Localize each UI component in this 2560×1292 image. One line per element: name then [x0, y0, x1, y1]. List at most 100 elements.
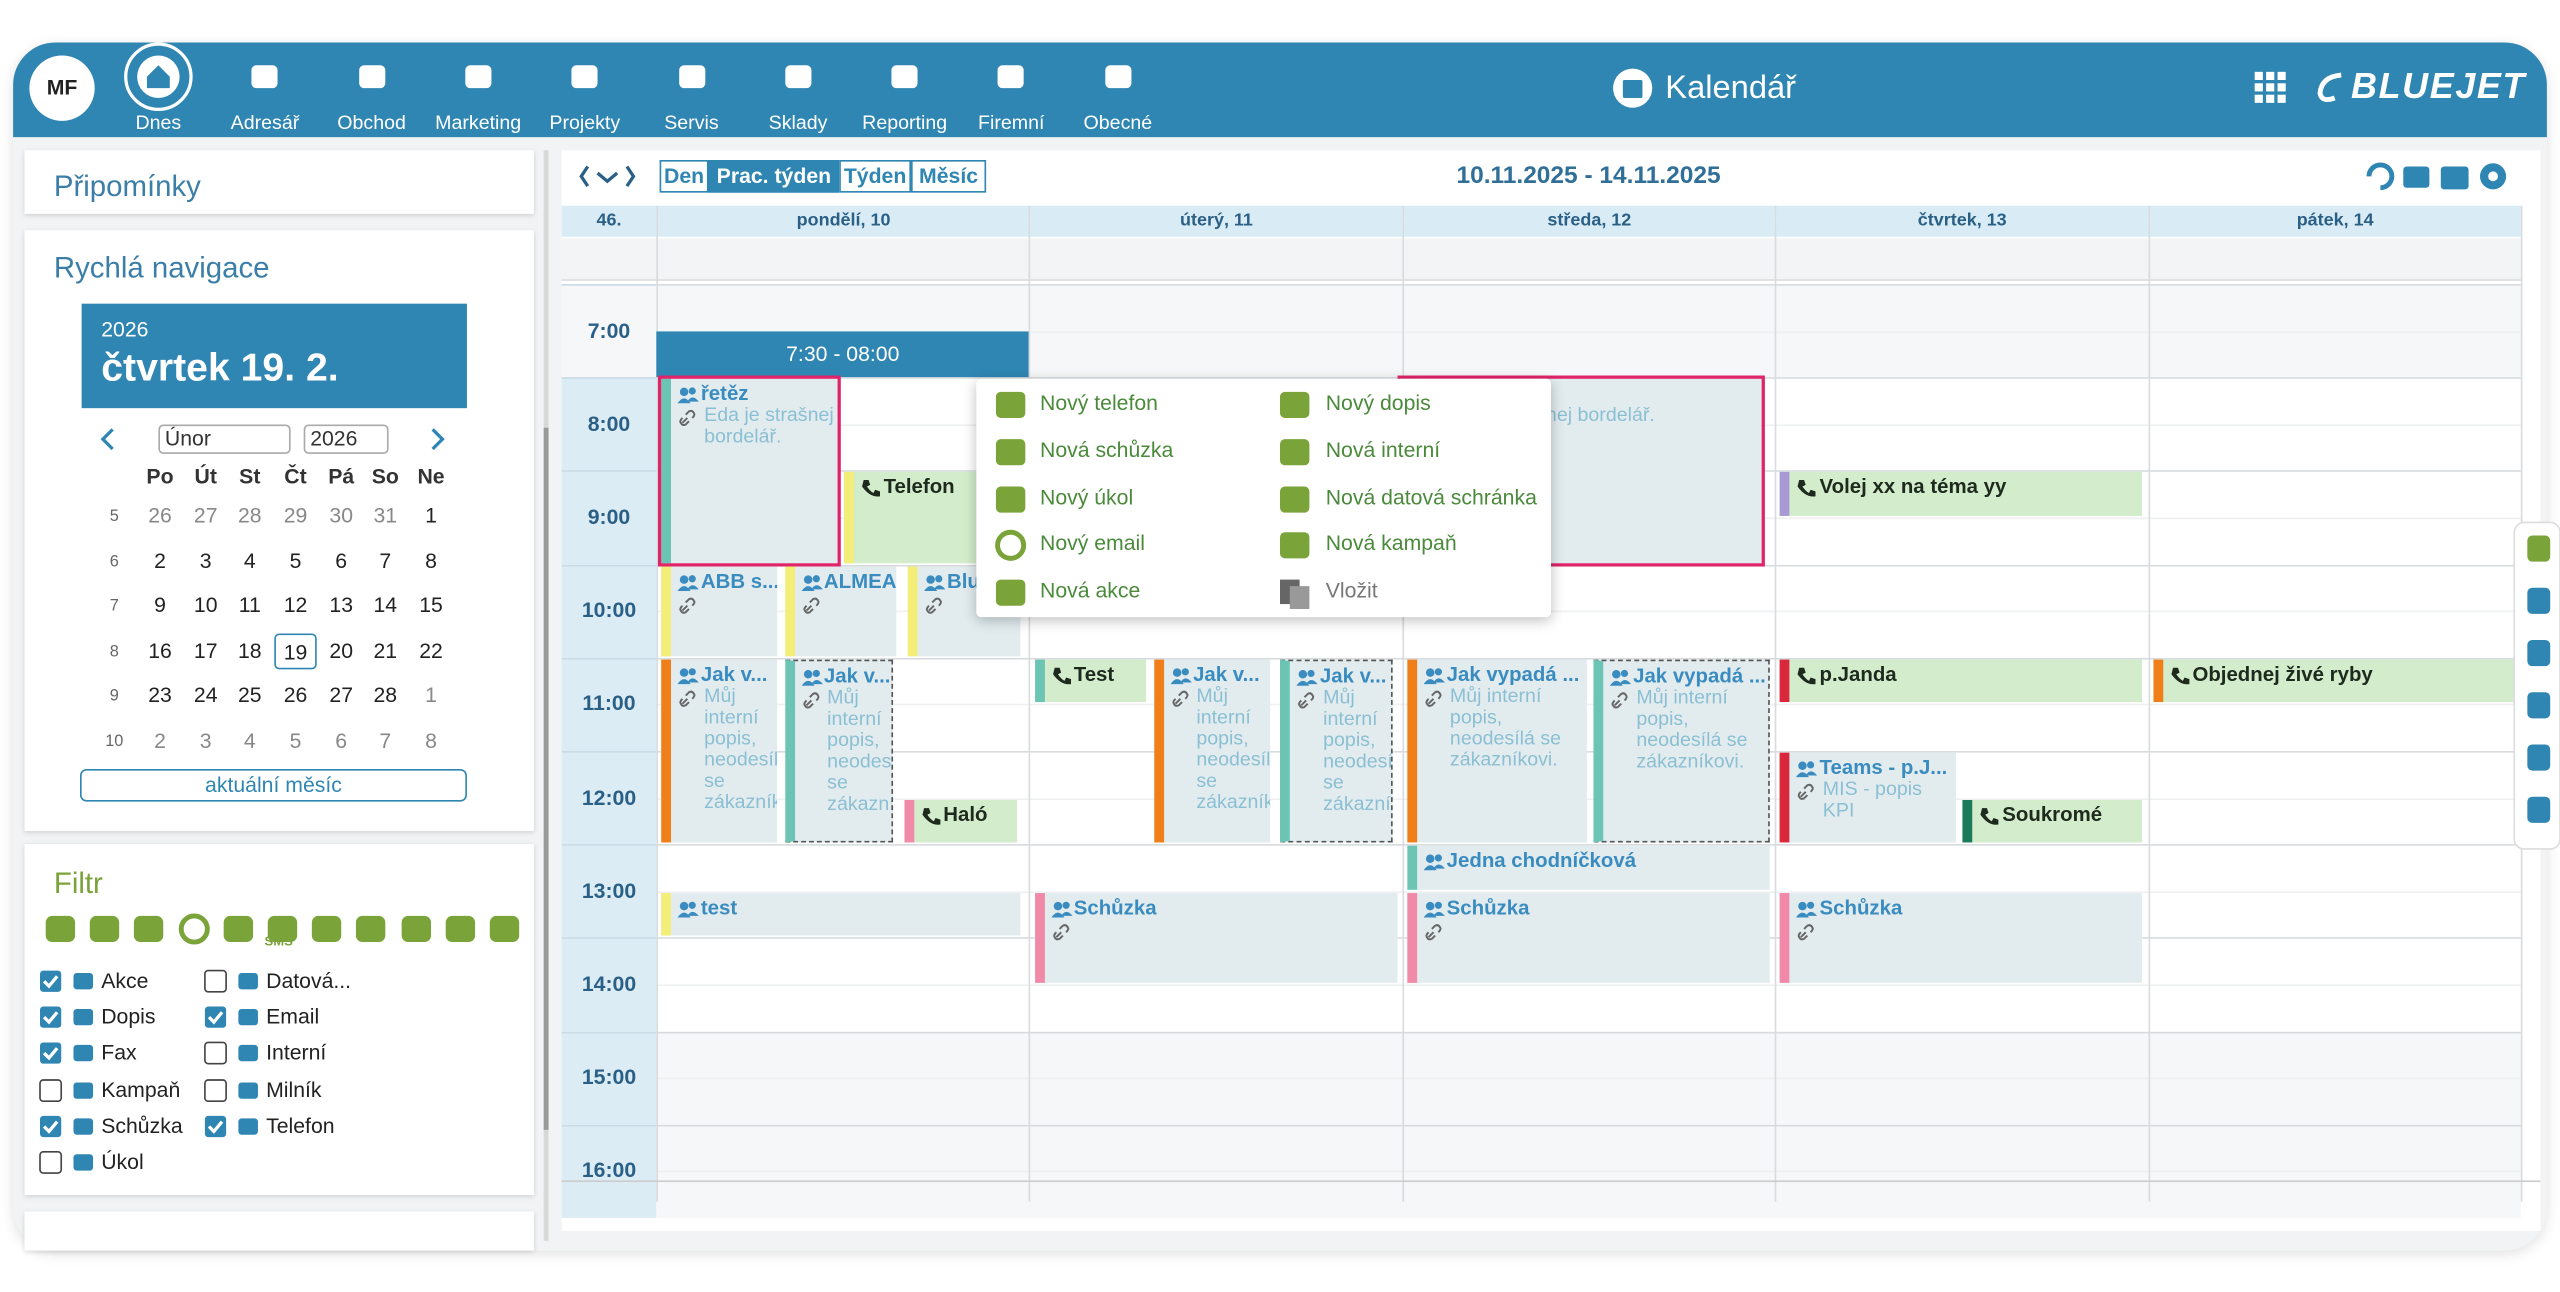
day-cell[interactable]: 29	[283, 502, 308, 528]
event[interactable]: Jak vypadá ... Můj interní popis, neodesí…	[1407, 659, 1587, 843]
event[interactable]: test	[661, 892, 1021, 937]
selection[interactable]: 7:30 - 08:00	[656, 330, 1030, 378]
view-button[interactable]: Prac. týden	[708, 160, 840, 193]
day-cell[interactable]: 1	[425, 683, 437, 708]
day-cell[interactable]: 1	[425, 502, 437, 528]
day-cell[interactable]: 23	[148, 683, 172, 708]
view-button[interactable]: Měsíc	[911, 160, 987, 193]
day-cell[interactable]: 2	[154, 547, 166, 573]
nav-label[interactable]: Obchod	[337, 111, 406, 134]
day-cell[interactable]: 26	[148, 502, 172, 528]
day-cell[interactable]: 3	[199, 728, 212, 753]
event[interactable]: Schůzka	[1034, 892, 1397, 983]
day-cell[interactable]: 31	[373, 502, 398, 528]
day-cell[interactable]: 19	[274, 633, 317, 670]
day-cell[interactable]: 26	[283, 683, 308, 708]
day-cell[interactable]: 4	[243, 547, 256, 573]
event[interactable]: Blu	[907, 565, 1021, 656]
nav-label[interactable]: Adresář	[230, 111, 300, 134]
day-cell[interactable]: 13	[329, 592, 354, 618]
event[interactable]: Jak vypadá ... Můj interní popis, neodesí…	[1593, 659, 1770, 843]
day-cell[interactable]: 7	[379, 728, 392, 753]
day-cell[interactable]: 15	[419, 592, 443, 618]
event[interactable]: Haló	[904, 799, 1017, 843]
nav-label[interactable]: Servis	[664, 111, 719, 134]
menu-item[interactable]: Nový telefon	[1040, 390, 1158, 415]
menu-item[interactable]: Nová datová schránka	[1325, 484, 1537, 509]
filter-label[interactable]: Fax	[101, 1040, 137, 1066]
day-cell[interactable]: 7	[379, 547, 392, 573]
day-cell[interactable]: 21	[373, 638, 398, 663]
event[interactable]: Teams - p.J... MIS - popis KPI	[1780, 752, 1957, 843]
day-cell[interactable]: 4	[243, 728, 256, 753]
day-cell[interactable]: 10	[193, 592, 218, 618]
day-cell[interactable]: 17	[193, 638, 218, 663]
event[interactable]: Jak v...Můj interní popis, neodesílá se …	[784, 659, 894, 843]
filter-label[interactable]: Akce	[101, 968, 149, 993]
event[interactable]: Schůzka	[1780, 892, 2143, 983]
menu-item[interactable]: Vložit	[1325, 578, 1378, 603]
view-button[interactable]: Týden	[839, 160, 912, 193]
day-cell[interactable]: 24	[193, 683, 218, 708]
nav-label[interactable]: Projekty	[549, 111, 621, 134]
day-cell[interactable]: 27	[193, 502, 218, 528]
day-cell[interactable]: 27	[329, 683, 354, 708]
view-button[interactable]: Den	[659, 160, 709, 193]
filter-label[interactable]: Datová...	[266, 968, 352, 993]
day-cell[interactable]: 3	[199, 547, 212, 573]
filter-label[interactable]: Interní	[266, 1040, 327, 1066]
event[interactable]: ALMEA	[784, 565, 898, 656]
event[interactable]: Soukromé	[1963, 799, 2143, 843]
event[interactable]: Jak v...Můj interní popis, neodesílá se …	[1153, 659, 1270, 843]
filter-label[interactable]: Úkol	[101, 1149, 144, 1174]
user-avatar[interactable]: MF	[29, 55, 95, 121]
day-cell[interactable]: 16	[148, 638, 172, 663]
event[interactable]: p.Janda	[1780, 659, 2143, 703]
day-cell[interactable]: 18	[237, 638, 262, 663]
nav-label[interactable]: Obecné	[1083, 111, 1153, 134]
day-cell[interactable]: 8	[425, 547, 437, 573]
menu-item[interactable]: Nová akce	[1040, 578, 1141, 603]
event[interactable]: ABB s...	[661, 565, 778, 656]
day-cell[interactable]: 22	[419, 638, 443, 663]
year-select[interactable]: 2026	[303, 424, 389, 454]
event[interactable]: Jedna chodníčková	[1407, 846, 1770, 890]
day-cell[interactable]: 5	[289, 728, 302, 753]
day-cell[interactable]: 30	[329, 502, 354, 528]
menu-item[interactable]: Nový úkol	[1040, 484, 1134, 509]
current-month-button[interactable]: aktuální měsíc	[80, 768, 467, 802]
day-cell[interactable]: 25	[237, 683, 262, 708]
filter-label[interactable]: Dopis	[101, 1004, 156, 1029]
day-cell[interactable]: 6	[335, 728, 348, 753]
day-cell[interactable]: 12	[283, 592, 308, 618]
day-cell[interactable]: 5	[289, 547, 302, 573]
filter-label[interactable]: Telefon	[266, 1113, 335, 1138]
day-cell[interactable]: 11	[238, 592, 261, 618]
menu-item[interactable]: Nová schůzka	[1040, 437, 1174, 462]
day-cell[interactable]: 8	[425, 728, 437, 753]
event[interactable]: Test	[1034, 659, 1147, 703]
month-select[interactable]: Únor	[158, 424, 291, 454]
event[interactable]: Jak v...Můj interní popis, neodesílá se …	[1280, 659, 1394, 843]
nav-label[interactable]: Dnes	[135, 111, 182, 134]
day-cell[interactable]: 28	[237, 502, 262, 528]
day-cell[interactable]: 6	[335, 547, 348, 573]
reminders-title[interactable]: Připomínky	[53, 169, 201, 203]
filter-label[interactable]: Email	[266, 1004, 320, 1029]
event[interactable]: Objednej živé ryby	[2153, 659, 2516, 703]
day-cell[interactable]: 2	[154, 728, 166, 753]
menu-item[interactable]: Nová interní	[1325, 437, 1441, 462]
menu-item[interactable]: Nový email	[1040, 531, 1145, 556]
day-cell[interactable]: 20	[329, 638, 354, 663]
day-cell[interactable]: 28	[373, 683, 398, 708]
event[interactable]: Volej xx na téma yy	[1780, 472, 2143, 516]
day-cell[interactable]: 9	[154, 592, 166, 618]
menu-item[interactable]: Nová kampaň	[1325, 531, 1457, 556]
filter-label[interactable]: Schůzka	[101, 1113, 183, 1138]
day-cell[interactable]: 14	[373, 592, 398, 618]
filter-label[interactable]: Milník	[266, 1076, 322, 1102]
nav-label[interactable]: Sklady	[768, 111, 828, 134]
nav-label[interactable]: Reporting	[862, 111, 948, 134]
filter-label[interactable]: Kampaň	[101, 1076, 181, 1102]
